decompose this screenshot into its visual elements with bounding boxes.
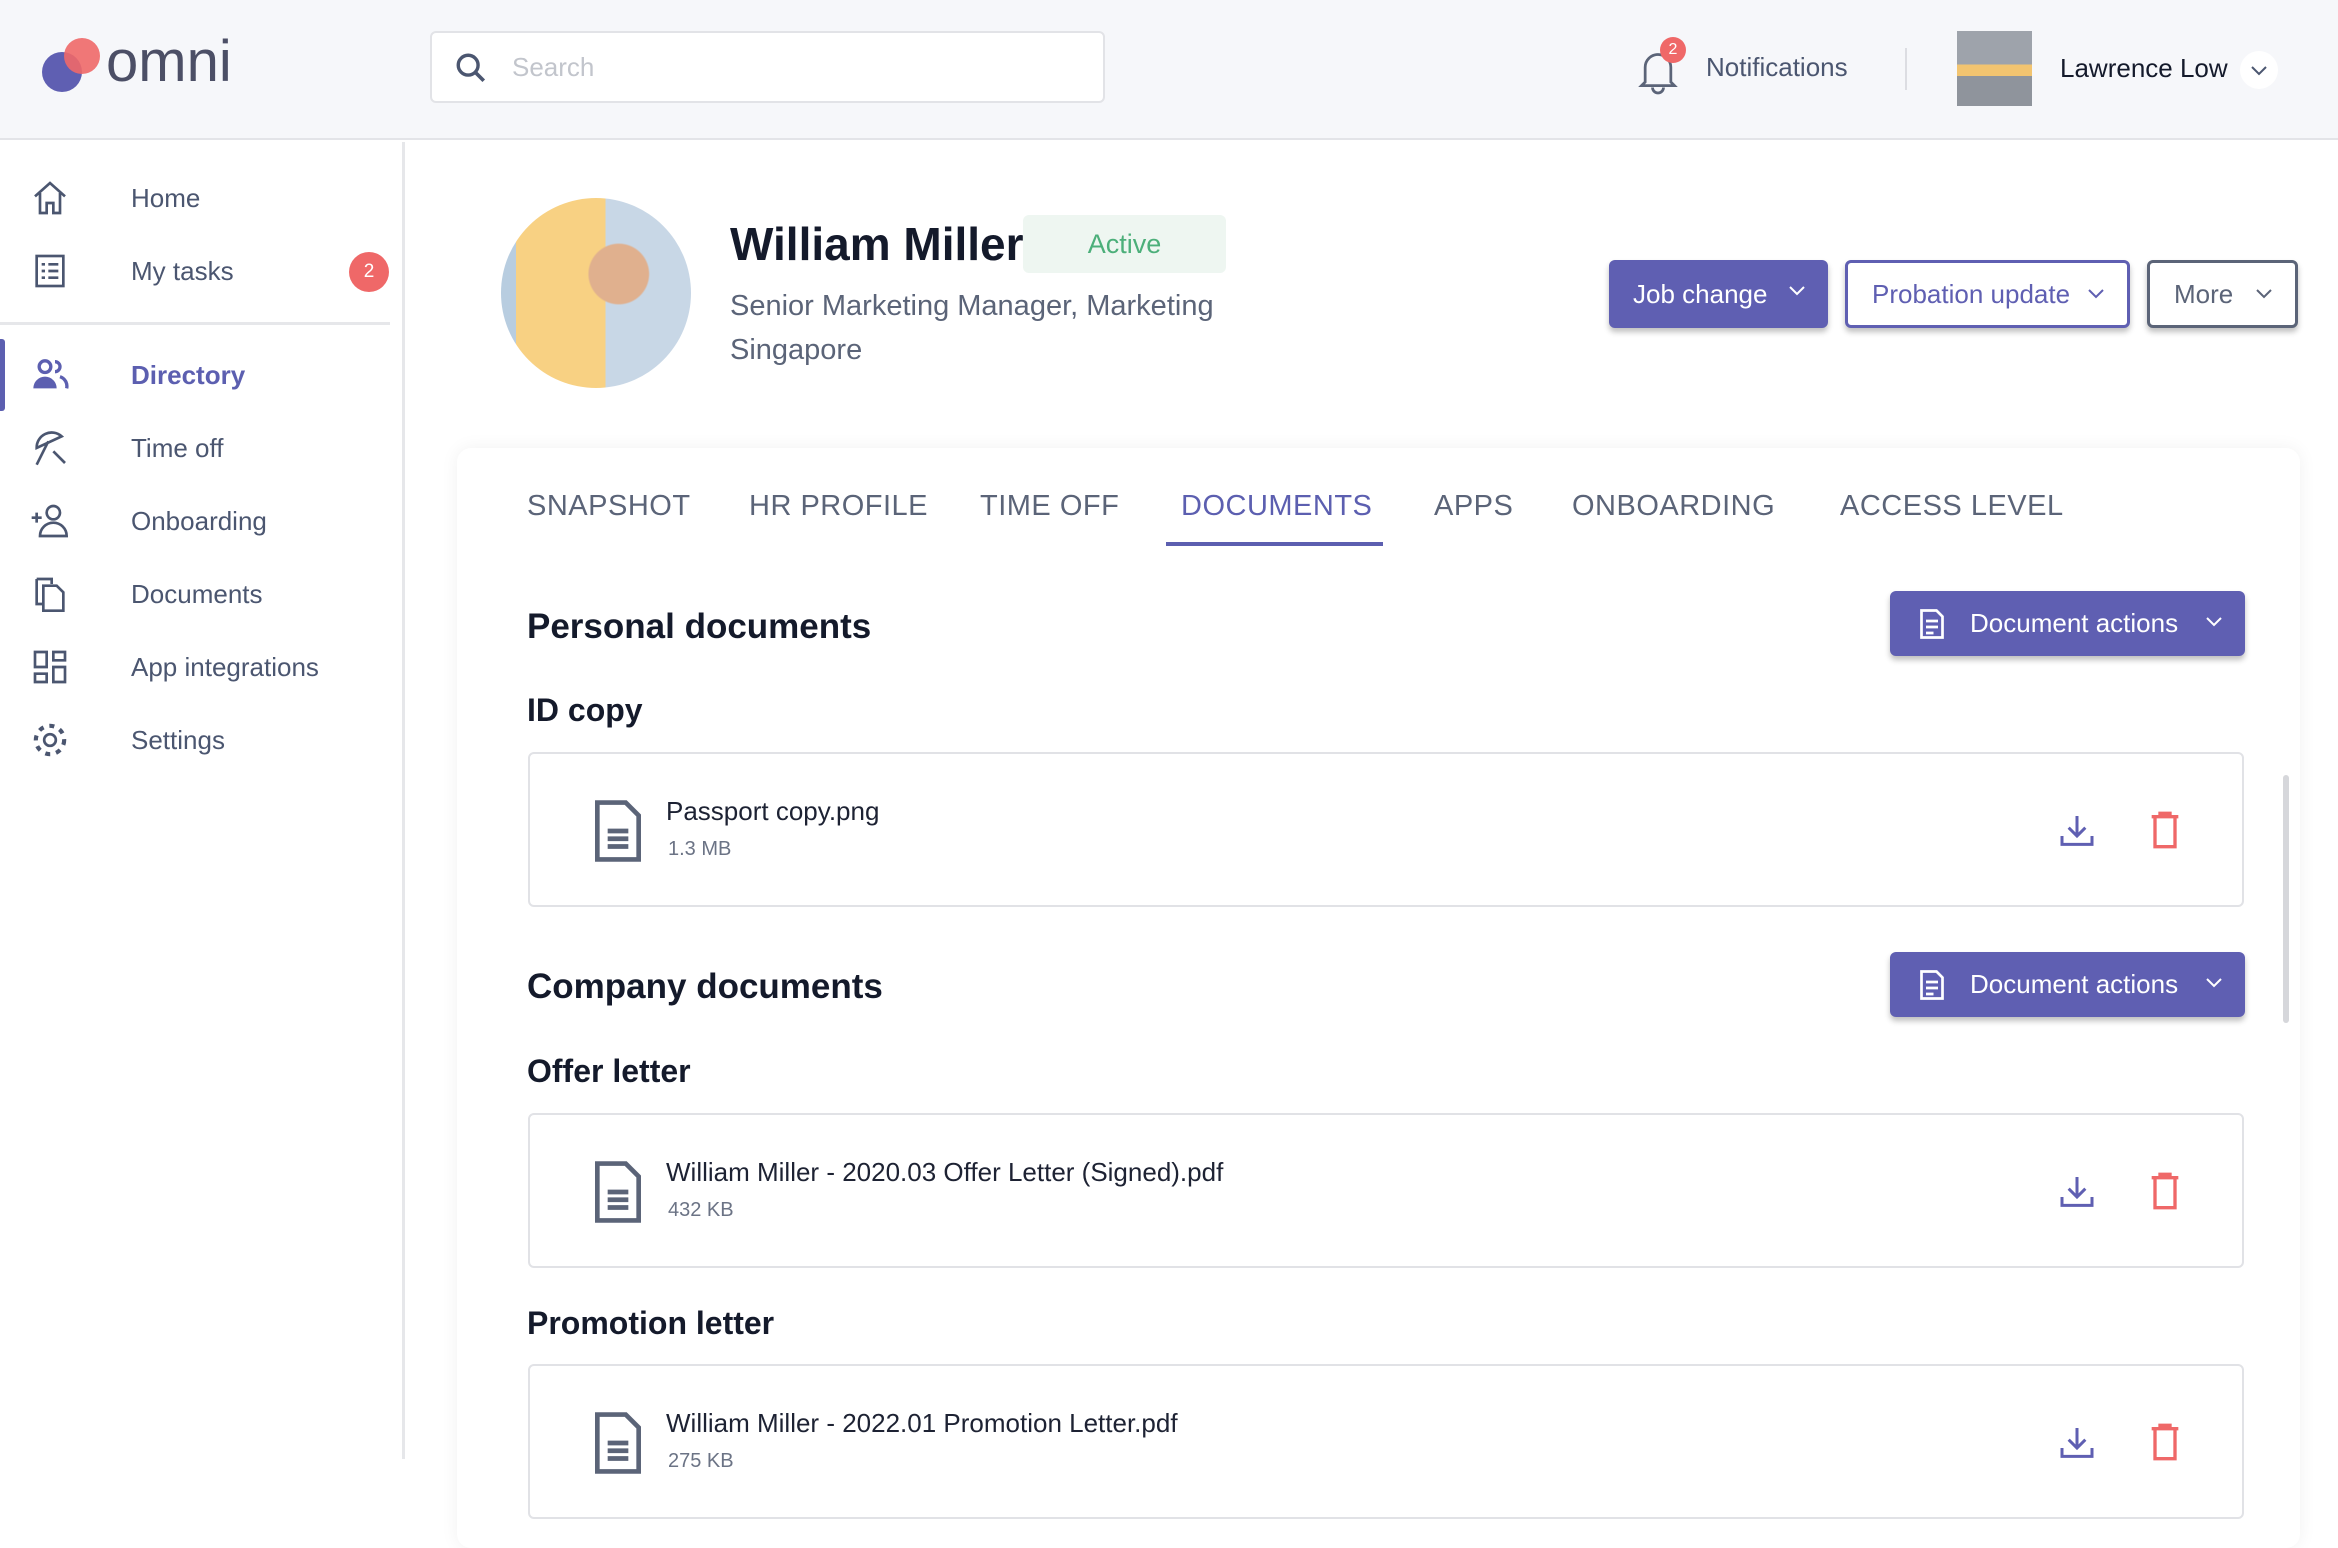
download-icon[interactable] (2057, 1172, 2097, 1212)
tab-snapshot[interactable]: SNAPSHOT (527, 490, 691, 522)
active-tab-underline (1166, 542, 1383, 546)
logo-text: omni (106, 29, 232, 94)
section-title: Personal documents (527, 607, 872, 646)
sidebar-item-my-tasks[interactable]: My tasks 2 (0, 240, 400, 302)
notifications-label: Notifications (1706, 52, 1848, 82)
sidebar-item-label: Onboarding (131, 505, 267, 536)
file-size: 275 KB (668, 1450, 734, 1472)
file-item: William Miller - 2020.03 Offer Letter (S… (528, 1113, 2244, 1268)
search-bar[interactable] (430, 31, 1105, 103)
trash-icon[interactable] (2147, 1422, 2183, 1462)
documents-icon (35, 577, 65, 612)
sidebar: Home My tasks 2 Directory Time off Onboa… (0, 142, 405, 1459)
sidebar-item-app-integrations[interactable]: App integrations (0, 636, 400, 698)
sidebar-item-time-off[interactable]: Time off (0, 417, 400, 479)
profile-location: Singapore (730, 334, 863, 366)
sidebar-item-label: My tasks (131, 255, 234, 286)
beach-umbrella-icon (35, 431, 66, 466)
download-icon[interactable] (2057, 811, 2097, 851)
top-bar: omni 2 Notifications Lawrence Low (0, 0, 2338, 140)
sidebar-item-label: Directory (131, 359, 246, 390)
chevron-down-icon (2088, 289, 2104, 299)
file-icon (595, 1412, 641, 1474)
button-label: Document actions (1970, 608, 2179, 638)
tab-access-level[interactable]: ACCESS LEVEL (1840, 490, 2064, 522)
status-badge: Active (1023, 215, 1226, 273)
job-change-button[interactable]: Job change (1609, 260, 1828, 328)
sidebar-item-label: Settings (131, 724, 225, 755)
tasks-icon (35, 254, 65, 288)
file-item: Passport copy.png 1.3 MB (528, 752, 2244, 907)
tab-time-off[interactable]: TIME OFF (980, 490, 1120, 522)
search-icon (456, 53, 486, 83)
scrollbar[interactable] (2283, 775, 2289, 1023)
header-divider (1905, 48, 1907, 90)
document-icon (1920, 609, 1944, 639)
people-icon (33, 359, 69, 389)
gear-icon (33, 723, 67, 757)
tab-documents[interactable]: DOCUMENTS (1181, 490, 1373, 522)
sidebar-item-home[interactable]: Home (0, 167, 400, 229)
notifications-badge: 2 (1660, 37, 1686, 63)
trash-icon[interactable] (2147, 1171, 2183, 1211)
profile-photo (501, 198, 691, 388)
file-name[interactable]: Passport copy.png (666, 796, 880, 826)
chevron-down-icon (2256, 289, 2272, 299)
file-name[interactable]: William Miller - 2022.01 Promotion Lette… (666, 1408, 1178, 1438)
document-actions-button[interactable]: Document actions (1890, 591, 2245, 656)
chevron-down-icon (2251, 66, 2267, 76)
trash-icon[interactable] (2147, 810, 2183, 850)
add-user-icon (31, 504, 69, 538)
chevron-down-icon (2206, 978, 2222, 988)
user-avatar (1957, 31, 2032, 106)
sidebar-divider (0, 322, 390, 325)
user-name: Lawrence Low (2060, 53, 2228, 83)
more-button[interactable]: More (2147, 260, 2298, 328)
tasks-badge: 2 (349, 252, 389, 292)
notifications-button[interactable]: 2 Notifications (1630, 36, 1860, 100)
user-menu[interactable]: Lawrence Low (1957, 31, 2297, 107)
chevron-down-icon (2206, 617, 2222, 627)
section-title: Company documents (527, 967, 883, 1006)
file-name[interactable]: William Miller - 2020.03 Offer Letter (S… (666, 1157, 1224, 1187)
sidebar-item-label: Time off (131, 432, 224, 463)
search-input[interactable] (512, 47, 1072, 87)
file-size: 1.3 MB (668, 838, 732, 860)
tab-hr-profile[interactable]: HR PROFILE (749, 490, 929, 522)
sidebar-item-onboarding[interactable]: Onboarding (0, 490, 400, 552)
profile-title: Senior Marketing Manager, Marketing (730, 290, 1214, 322)
group-title: Offer letter (527, 1053, 691, 1089)
file-icon (595, 1161, 641, 1223)
omni-logo[interactable]: omni (40, 29, 240, 98)
button-label: Probation update (1872, 278, 2071, 309)
sidebar-item-settings[interactable]: Settings (0, 709, 400, 771)
document-icon (1920, 970, 1944, 1000)
group-title: Promotion letter (527, 1305, 775, 1341)
home-icon (34, 181, 66, 215)
sidebar-item-directory[interactable]: Directory (0, 339, 400, 411)
group-title: ID copy (527, 692, 643, 728)
probation-update-button[interactable]: Probation update (1845, 260, 2130, 328)
sidebar-item-label: Home (131, 182, 201, 213)
document-actions-button[interactable]: Document actions (1890, 952, 2245, 1017)
file-icon (595, 800, 641, 862)
grid-icon (33, 650, 67, 684)
tab-onboarding[interactable]: ONBOARDING (1572, 490, 1776, 522)
button-label: More (2174, 278, 2234, 309)
sidebar-item-documents[interactable]: Documents (0, 563, 400, 625)
sidebar-item-label: Documents (131, 578, 263, 609)
download-icon[interactable] (2057, 1423, 2097, 1463)
button-label: Document actions (1970, 969, 2179, 999)
chevron-down-icon (1789, 286, 1805, 296)
tab-apps[interactable]: APPS (1434, 490, 1514, 522)
sidebar-item-label: App integrations (131, 651, 319, 682)
file-item: William Miller - 2022.01 Promotion Lette… (528, 1364, 2244, 1519)
user-menu-chevron[interactable] (2240, 51, 2278, 89)
file-size: 432 KB (668, 1199, 734, 1221)
logo-mark-icon (42, 38, 100, 92)
button-label: Job change (1633, 278, 1768, 309)
profile-name: William Miller (730, 218, 1024, 270)
